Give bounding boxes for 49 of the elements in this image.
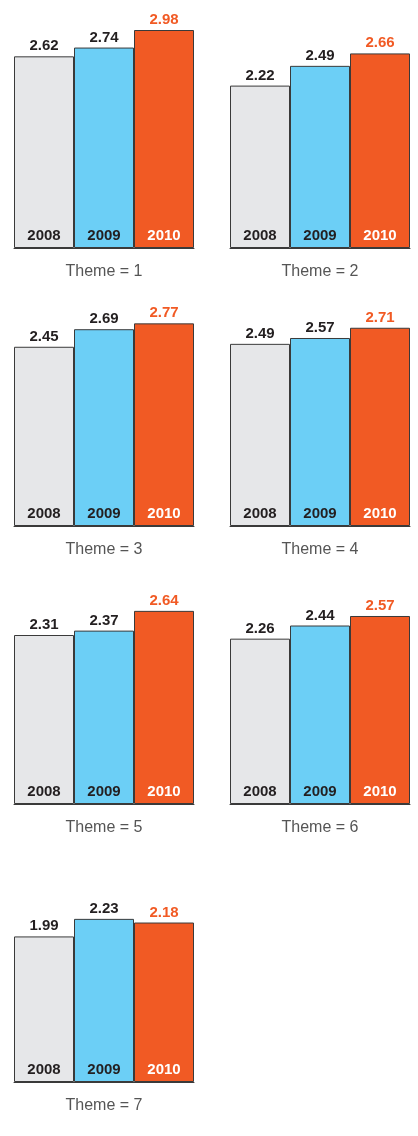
data-label: 2.71: [365, 307, 395, 325]
data-label: 2.22: [245, 65, 275, 83]
x-axis-title: Theme = 2: [281, 261, 359, 279]
x-tick-label: 2010: [147, 782, 181, 799]
x-axis-title: Theme = 5: [65, 817, 143, 835]
x-tick-label: 2008: [243, 504, 277, 521]
data-label: 2.37: [89, 610, 119, 628]
x-tick-label: 2010: [147, 226, 181, 243]
x-axis-title: Theme = 1: [65, 261, 143, 279]
x-tick-label: 2008: [27, 504, 61, 521]
data-label: 2.66: [365, 33, 395, 51]
x-tick-label: 2010: [147, 504, 181, 521]
x-tick-label: 2010: [363, 782, 397, 799]
x-axis-title: Theme = 3: [65, 539, 143, 557]
data-label: 2.57: [365, 595, 395, 613]
x-tick-label: 2008: [27, 782, 61, 799]
data-label: 2.57: [305, 317, 335, 335]
data-label: 2.62: [29, 36, 59, 54]
x-tick-label: 2009: [87, 1060, 121, 1077]
x-tick-label: 2010: [363, 226, 397, 243]
x-axis-title: Theme = 4: [281, 539, 359, 557]
data-label: 2.31: [29, 615, 59, 633]
data-label: 2.44: [305, 605, 336, 623]
x-tick-label: 2008: [27, 226, 61, 243]
x-tick-label: 2010: [147, 1060, 181, 1077]
data-label: 2.23: [89, 898, 119, 916]
data-label: 2.64: [149, 590, 180, 608]
x-tick-label: 2008: [27, 1060, 61, 1077]
data-label: 2.49: [305, 45, 335, 63]
x-axis-title: Theme = 7: [65, 1095, 143, 1113]
x-axis-title: Theme = 6: [281, 817, 359, 835]
x-tick-label: 2009: [303, 782, 337, 799]
x-tick-label: 2008: [243, 782, 277, 799]
data-label: 2.77: [149, 303, 179, 321]
data-label: 2.26: [245, 618, 275, 636]
data-label: 1.99: [29, 916, 59, 934]
data-label: 2.18: [149, 902, 179, 920]
x-tick-label: 2009: [87, 782, 121, 799]
data-label: 2.74: [89, 27, 120, 45]
x-tick-label: 2009: [87, 504, 121, 521]
data-label: 2.98: [149, 10, 179, 27]
x-tick-label: 2010: [363, 504, 397, 521]
x-tick-label: 2009: [303, 504, 337, 521]
data-label: 2.69: [89, 309, 119, 327]
data-label: 2.49: [245, 323, 275, 341]
x-tick-label: 2009: [303, 226, 337, 243]
x-tick-label: 2009: [87, 226, 121, 243]
data-label: 2.45: [29, 326, 59, 344]
x-tick-label: 2008: [243, 226, 277, 243]
